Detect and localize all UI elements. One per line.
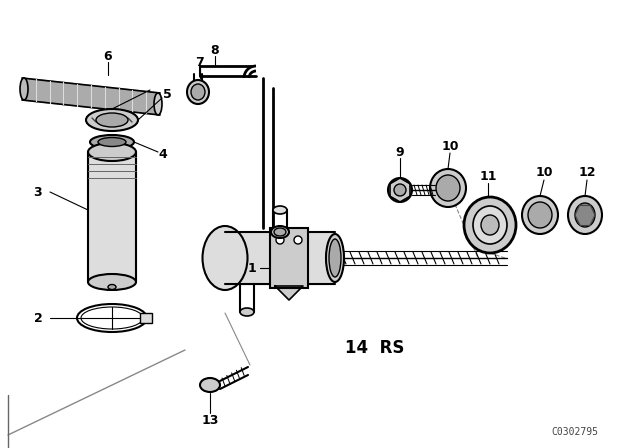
Polygon shape (275, 286, 303, 300)
Bar (270, 228, 308, 288)
Ellipse shape (329, 239, 341, 277)
Text: 10: 10 (441, 139, 459, 152)
Polygon shape (225, 232, 335, 284)
Ellipse shape (436, 175, 460, 201)
Text: 12: 12 (579, 167, 596, 180)
Ellipse shape (191, 84, 205, 100)
Text: 10: 10 (535, 167, 553, 180)
Ellipse shape (20, 78, 28, 100)
Text: 6: 6 (104, 51, 112, 64)
Text: 1: 1 (248, 262, 257, 275)
Ellipse shape (108, 284, 116, 289)
Ellipse shape (98, 138, 126, 146)
Ellipse shape (274, 228, 286, 236)
Ellipse shape (240, 308, 254, 316)
Ellipse shape (86, 109, 138, 131)
Ellipse shape (88, 274, 136, 290)
Polygon shape (22, 78, 160, 115)
Polygon shape (88, 152, 136, 282)
Circle shape (388, 178, 412, 202)
Ellipse shape (473, 206, 507, 244)
Ellipse shape (273, 206, 287, 214)
Ellipse shape (200, 378, 220, 392)
Ellipse shape (522, 196, 558, 234)
Text: 5: 5 (163, 89, 172, 102)
Ellipse shape (326, 234, 344, 282)
Text: 3: 3 (34, 185, 42, 198)
Bar (140, 313, 152, 323)
Text: 9: 9 (396, 146, 404, 159)
Text: 4: 4 (159, 147, 168, 160)
Circle shape (276, 236, 284, 244)
Text: C0302795: C0302795 (552, 427, 598, 437)
Text: 14  RS: 14 RS (346, 339, 404, 357)
Ellipse shape (575, 203, 595, 227)
Text: 13: 13 (202, 414, 219, 427)
Circle shape (294, 236, 302, 244)
Text: 8: 8 (211, 44, 220, 57)
Ellipse shape (202, 226, 248, 290)
Text: 2: 2 (34, 311, 42, 324)
Ellipse shape (90, 135, 134, 149)
Text: 7: 7 (196, 56, 204, 69)
Ellipse shape (271, 226, 289, 238)
Circle shape (394, 184, 406, 196)
Ellipse shape (187, 80, 209, 104)
Ellipse shape (88, 143, 136, 161)
Ellipse shape (528, 202, 552, 228)
Ellipse shape (96, 113, 128, 127)
Ellipse shape (568, 196, 602, 234)
Ellipse shape (481, 215, 499, 235)
Text: 11: 11 (479, 169, 497, 182)
Ellipse shape (464, 197, 516, 253)
Ellipse shape (154, 93, 162, 115)
Ellipse shape (430, 169, 466, 207)
